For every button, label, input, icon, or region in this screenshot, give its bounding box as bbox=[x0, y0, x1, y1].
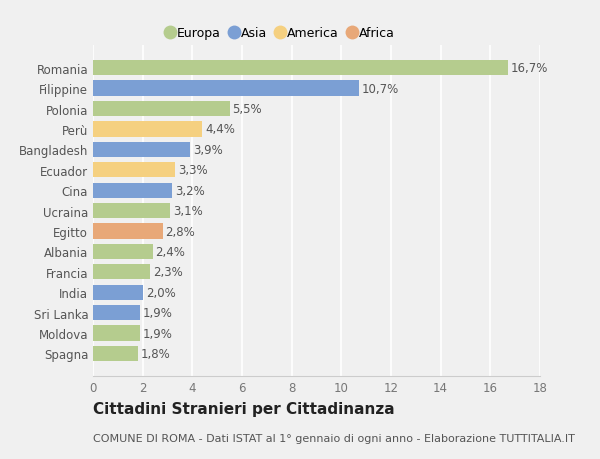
Bar bbox=[93, 326, 140, 341]
Bar bbox=[93, 264, 150, 280]
Text: 1,9%: 1,9% bbox=[143, 307, 173, 319]
Text: 2,3%: 2,3% bbox=[153, 266, 183, 279]
Legend: Europa, Asia, America, Africa: Europa, Asia, America, Africa bbox=[162, 22, 400, 45]
Text: 2,8%: 2,8% bbox=[166, 225, 195, 238]
Bar bbox=[93, 61, 508, 76]
Bar bbox=[93, 122, 202, 137]
Bar bbox=[93, 142, 190, 158]
Text: 10,7%: 10,7% bbox=[362, 83, 399, 95]
Text: 3,1%: 3,1% bbox=[173, 205, 203, 218]
Bar bbox=[93, 285, 143, 300]
Bar bbox=[93, 101, 230, 117]
Text: COMUNE DI ROMA - Dati ISTAT al 1° gennaio di ogni anno - Elaborazione TUTTITALIA: COMUNE DI ROMA - Dati ISTAT al 1° gennai… bbox=[93, 433, 575, 442]
Text: 4,4%: 4,4% bbox=[205, 123, 235, 136]
Bar bbox=[93, 183, 172, 198]
Text: 2,0%: 2,0% bbox=[146, 286, 175, 299]
Bar bbox=[93, 163, 175, 178]
Text: Cittadini Stranieri per Cittadinanza: Cittadini Stranieri per Cittadinanza bbox=[93, 401, 395, 416]
Bar bbox=[93, 203, 170, 219]
Text: 2,4%: 2,4% bbox=[155, 246, 185, 258]
Text: 5,5%: 5,5% bbox=[233, 103, 262, 116]
Bar bbox=[93, 305, 140, 321]
Text: 1,8%: 1,8% bbox=[140, 347, 170, 360]
Bar bbox=[93, 224, 163, 239]
Text: 3,2%: 3,2% bbox=[175, 184, 205, 197]
Bar bbox=[93, 244, 152, 259]
Text: 1,9%: 1,9% bbox=[143, 327, 173, 340]
Text: 3,3%: 3,3% bbox=[178, 164, 208, 177]
Bar bbox=[93, 346, 138, 361]
Bar bbox=[93, 81, 359, 96]
Text: 3,9%: 3,9% bbox=[193, 144, 223, 157]
Text: 16,7%: 16,7% bbox=[511, 62, 548, 75]
